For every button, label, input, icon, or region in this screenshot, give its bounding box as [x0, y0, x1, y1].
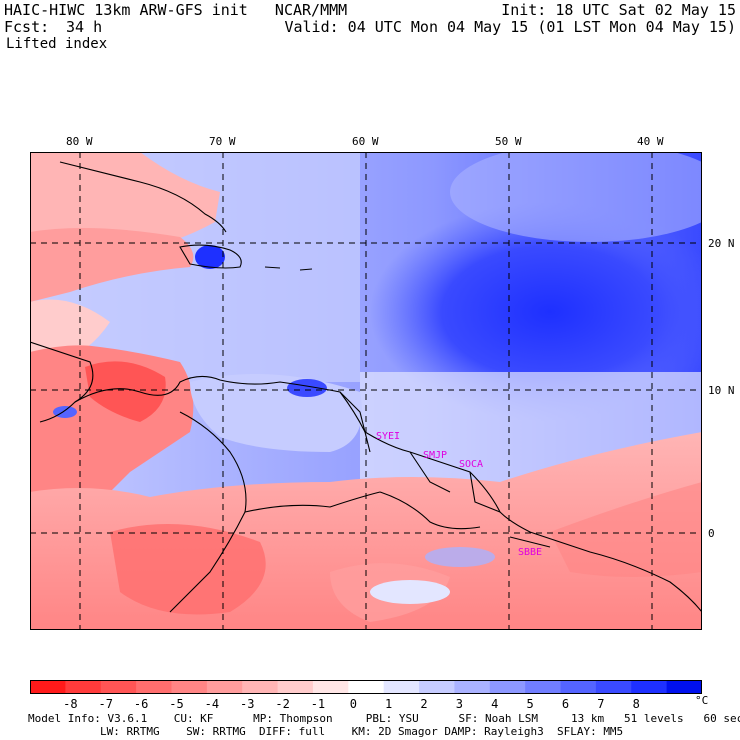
colorbar-frame	[30, 680, 702, 694]
colorbar-tick-label: -5	[169, 697, 184, 711]
colorbar-swatch	[419, 680, 455, 694]
colorbar-tick-label: -8	[63, 697, 78, 711]
instability-brazil-coast	[550, 482, 702, 577]
strongly-stable-core	[370, 202, 702, 422]
lat-label-10n: 10 N	[708, 384, 735, 397]
stable-core-trinidad	[287, 379, 327, 397]
colorbar-swatch	[171, 680, 208, 694]
colorbar-swatch	[100, 680, 137, 694]
coastlines	[30, 161, 702, 613]
valid-time: Valid: 04 UTC Mon 04 May 15 (01 LST Mon …	[284, 18, 736, 36]
colorbar-swatch	[242, 680, 279, 694]
colorbar-swatch	[277, 680, 314, 694]
colorbar-swatch	[631, 680, 668, 694]
station-label-soca: SOCA	[459, 459, 484, 470]
lifted-index-map[interactable]	[30, 152, 702, 630]
colorbar-swatch	[206, 680, 243, 694]
stable-core-hispaniola	[195, 245, 225, 269]
field-name: Lifted index	[6, 36, 108, 52]
unstable-western-caribbean	[30, 299, 110, 362]
colorbar	[30, 680, 702, 694]
colorbar-tick-label: -7	[98, 697, 113, 711]
stable-core-pacific	[53, 406, 77, 418]
colorbar-tick-label: -4	[204, 697, 220, 711]
colorbar-swatch	[136, 680, 172, 694]
strong-instability-amazon-west	[110, 524, 266, 615]
colorbar-swatch	[595, 680, 632, 694]
colorbar-swatch	[348, 680, 385, 694]
northern-stable-band	[450, 152, 702, 242]
colorbar-tick-label: -2	[275, 697, 290, 711]
forecast-label: Fcst:	[4, 18, 50, 36]
lat-label-20n: 20 N	[708, 237, 735, 250]
lon-label-80w: 80 W	[66, 135, 93, 148]
colorbar-tick-label: -1	[310, 697, 326, 711]
colorbar-swatch	[30, 680, 66, 694]
colorbar-swatch	[312, 680, 349, 694]
lon-label-50w: 50 W	[495, 135, 522, 148]
colorbar-swatch	[560, 680, 597, 694]
colorbar-unit: °C	[695, 694, 709, 707]
station-label-syei: SYEI	[376, 431, 401, 442]
colorbar-tick-label: 3	[455, 697, 464, 711]
colorbar-tick-label: 5	[526, 697, 534, 711]
map-frame	[30, 152, 702, 630]
lon-label-70w: 70 W	[209, 135, 236, 148]
model-info-line2: LW: RRTMG SW: RRTMG DIFF: full KM: 2D Sm…	[100, 725, 624, 738]
init-time: Init: 18 UTC Sat 02 May 15	[501, 1, 736, 19]
forecast-hour: 34 h	[66, 18, 103, 36]
model-info-line1: Model Info: V3.6.1 CU: KF MP: Thompson P…	[28, 712, 740, 725]
colorbar-tick-label: 8	[632, 697, 640, 711]
lon-label-60w: 60 W	[352, 135, 379, 148]
colorbar-swatch	[489, 680, 526, 694]
lon-label-40w: 40 W	[637, 135, 664, 148]
colorbar-tick-label: 6	[561, 697, 570, 711]
colorbar-swatch	[525, 680, 562, 694]
unstable-cuba-region	[30, 228, 194, 302]
lat-lon-grid	[30, 152, 702, 630]
colorbar-swatch	[383, 680, 420, 694]
colorbar-tick-label: 2	[420, 697, 428, 711]
station-label-smjp: SMJP	[423, 450, 448, 461]
station-label-sbbe: SBBE	[518, 547, 543, 558]
colorbar-swatch	[454, 680, 491, 694]
colorbar-tick-label: -3	[239, 697, 255, 711]
strong-instability-panama	[85, 361, 166, 422]
colorbar-swatch	[65, 680, 102, 694]
stable-pocket-amapa	[425, 547, 495, 567]
colorbar-tick-label: 7	[597, 697, 605, 711]
model-title: HAIC-HIWC 13km ARW-GFS init NCAR/MMM	[4, 1, 348, 19]
stable-pocket-amazon	[370, 580, 450, 604]
colorbar-swatch	[666, 680, 702, 694]
colorbar-tick-label: 1	[385, 697, 393, 711]
colorbar-tick-label: 4	[491, 697, 499, 711]
colorbar-tick-label: 0	[349, 697, 357, 711]
colorbar-tick-label: -6	[133, 697, 149, 711]
lat-label-equator: 0	[708, 527, 715, 540]
